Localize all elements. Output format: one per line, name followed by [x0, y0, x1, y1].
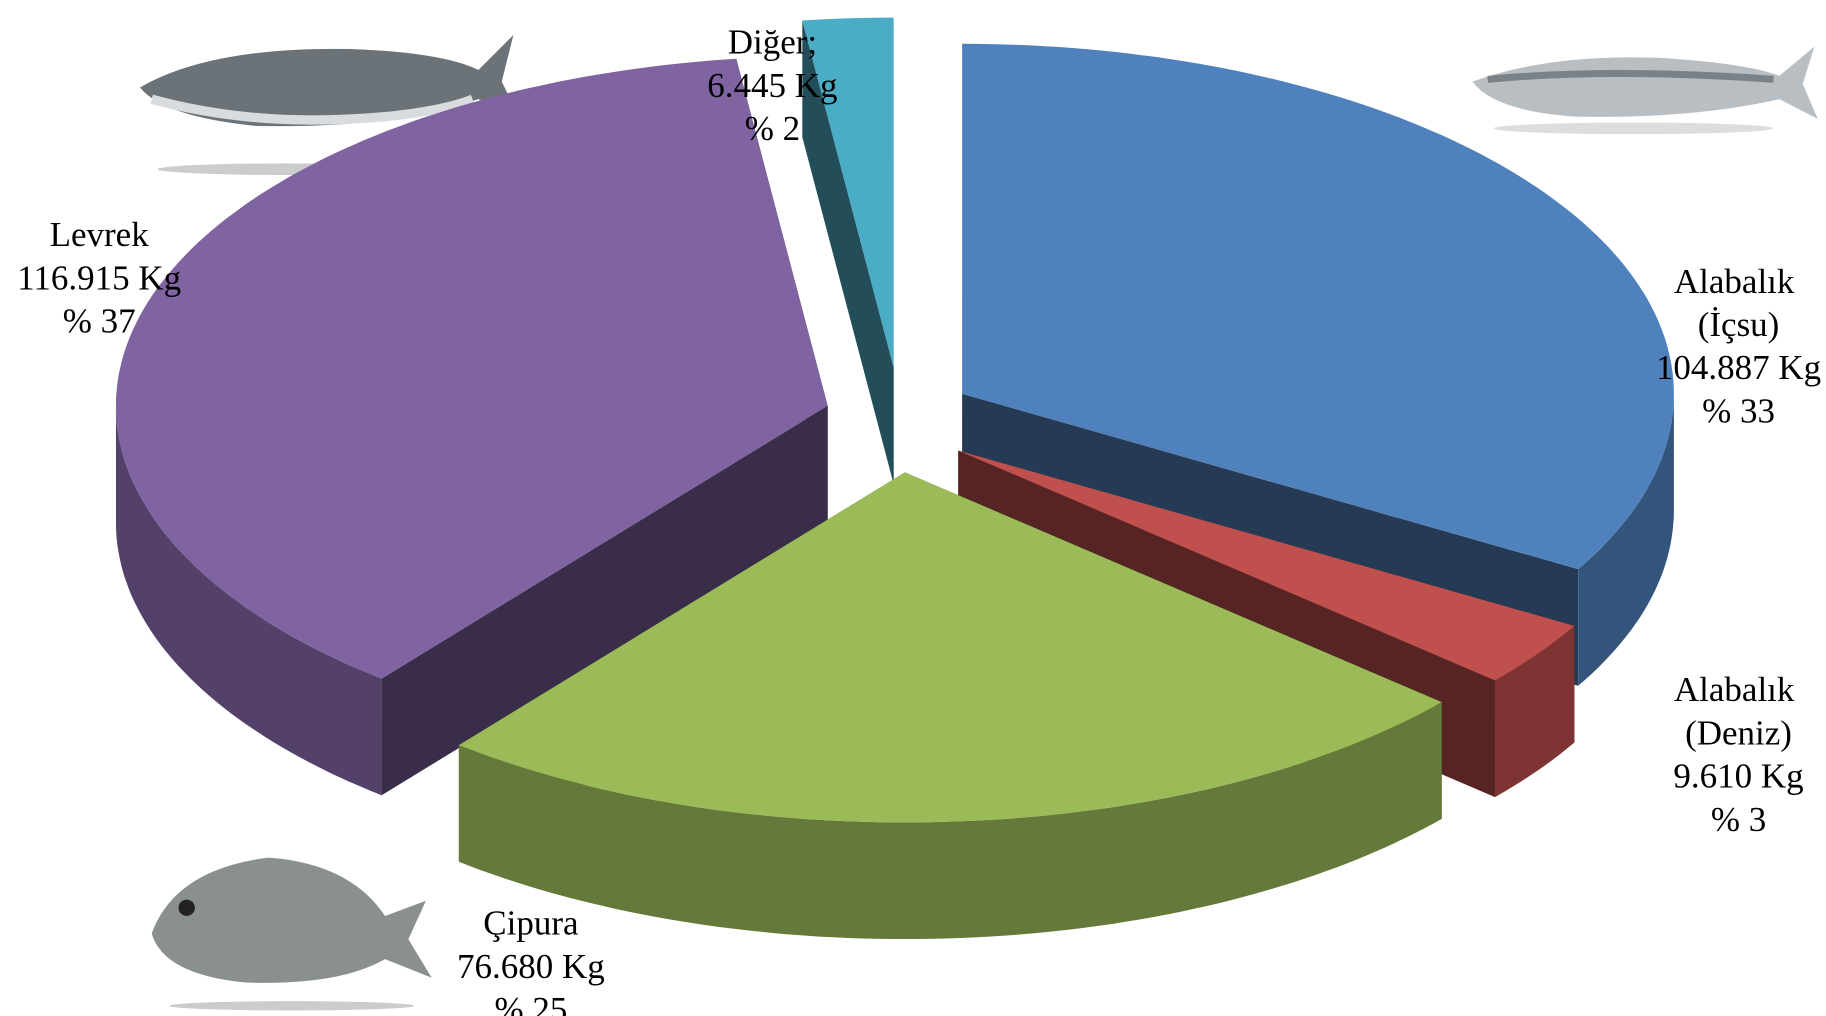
slice-label-percent: % 25	[494, 990, 567, 1016]
slice	[115, 58, 828, 796]
slice-top	[115, 58, 828, 679]
label-line: (İçsu)	[1698, 305, 1780, 344]
plot: Alabalık (İçsu) 104.887 Kg % 33 Alabalık (D…	[17, 17, 1821, 1016]
slice-wall	[1495, 625, 1575, 798]
slice-label-value: 116.915 Kg	[17, 258, 181, 297]
slice-label-value: 104.887 Kg	[1656, 348, 1821, 387]
slice-label-name: Çipura	[483, 904, 579, 943]
slice-top	[958, 450, 1575, 681]
label-line: Çipura	[483, 904, 579, 943]
slice-top	[458, 472, 1442, 823]
slice-label-value: 76.680 Kg	[457, 947, 605, 986]
label-line: (Deniz)	[1685, 713, 1792, 752]
slice-side	[381, 405, 828, 796]
slice-top	[802, 17, 894, 368]
slice-label-value: 6.445 Kg	[707, 66, 837, 105]
fish-icon	[151, 857, 432, 1011]
fish-icon	[1472, 46, 1818, 135]
slice-top	[962, 43, 1674, 570]
slice	[458, 472, 1442, 940]
label-line: Levrek	[50, 215, 150, 254]
slice-wall	[458, 702, 1442, 940]
slice-label-name: Alabalık (İçsu)	[1674, 262, 1803, 344]
slice-label-percent: % 2	[745, 109, 800, 148]
label-line: Alabalık	[1674, 670, 1803, 709]
slice-label-percent: % 3	[1711, 800, 1766, 839]
slice-label-value: 9.610 Kg	[1673, 757, 1803, 796]
label-line: Diğer;	[728, 23, 817, 62]
slice-side	[802, 20, 894, 485]
slice-label-name: Levrek	[50, 215, 150, 254]
slice	[802, 17, 894, 485]
slice-label-percent: % 37	[63, 302, 136, 341]
slice-label-percent: % 33	[1702, 391, 1775, 430]
slice-label-name: Diğer;	[728, 23, 817, 62]
slice-label-name: Alabalık (Deniz)	[1674, 670, 1803, 752]
slice-wall	[115, 405, 382, 796]
label-line: Alabalık	[1674, 262, 1803, 301]
slice-wall	[1578, 393, 1674, 686]
